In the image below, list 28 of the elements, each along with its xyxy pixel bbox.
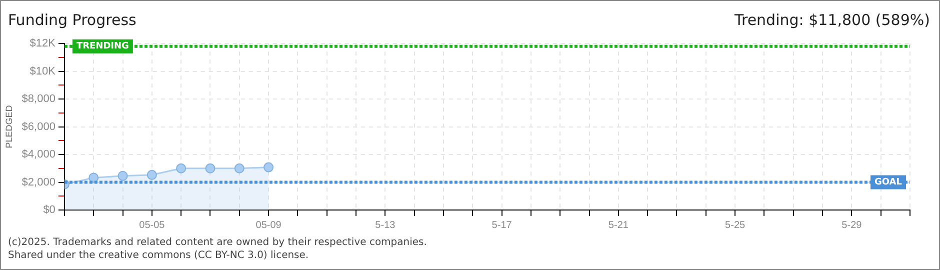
point (118, 170, 128, 181)
ref-line-label: GOAL (874, 178, 902, 188)
point (264, 162, 274, 172)
x-tick-label: 5-21 (608, 220, 629, 231)
point (205, 163, 216, 174)
y-tick-label: $6,000 (22, 120, 56, 133)
y-tick-label: $4,000 (22, 148, 56, 161)
chart-subtitle: Trending: $11,800 (589%) (734, 11, 930, 29)
y-axis-title: PLEDGED (4, 104, 14, 148)
ref-line-label: TRENDING (76, 42, 129, 52)
x-tick-label: 5-25 (725, 220, 746, 231)
x-tick-label: 5-13 (375, 220, 396, 231)
x-tick-label: 5-17 (492, 220, 512, 231)
y-tick-label: $8,000 (22, 93, 56, 106)
x-tick-label: 5-29 (842, 220, 862, 231)
text: (c)2025. Trademarks and related content are owned by their respective companies. (8, 236, 427, 249)
point (146, 170, 157, 180)
point (88, 172, 99, 183)
y-tick-label: $12K (30, 38, 56, 50)
text: Shared under the creative commons (CC BY-NC 3.0) license. (8, 249, 310, 262)
point (176, 163, 186, 174)
x-tick-label: 05-09 (256, 220, 282, 231)
y-tick-label: $0 (43, 204, 56, 216)
y-tick-label: $10K (30, 65, 56, 78)
x-tick-label: 05-05 (139, 220, 166, 231)
y-tick-label: $2,000 (22, 176, 56, 188)
point (234, 163, 244, 174)
chart-title: Funding Progress (8, 11, 136, 29)
